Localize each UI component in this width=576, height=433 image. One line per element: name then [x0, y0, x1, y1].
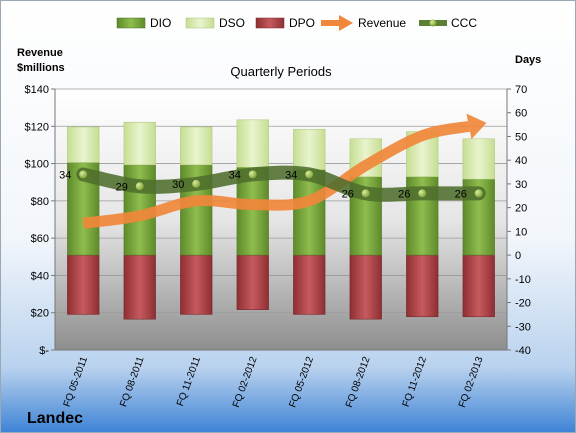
right-tick-label: 50: [515, 131, 527, 143]
legend-item-ccc: CCC: [419, 16, 477, 30]
ccc-point: [134, 181, 145, 192]
ccc-point: [247, 169, 258, 180]
right-tick-label: 30: [515, 179, 527, 191]
left-axis-title-line2: $millions: [17, 62, 65, 74]
right-tick-label: 60: [515, 108, 527, 120]
ccc-data-label: 30: [172, 179, 184, 191]
left-tick-label: $120: [25, 121, 49, 133]
arrow-icon: [339, 15, 353, 31]
legend-item-dso: DSO: [185, 16, 245, 30]
legend-label-revenue: Revenue: [358, 16, 406, 30]
right-tick-label: 40: [515, 155, 527, 167]
bar-dpo: [123, 254, 156, 320]
ccc-data-label: 26: [398, 188, 410, 200]
legend-marker-ccc: [429, 19, 437, 27]
bar-dpo: [293, 254, 326, 315]
legend-item-revenue: Revenue: [321, 15, 406, 31]
legend-label-ccc: CCC: [451, 16, 477, 30]
ccc-point: [304, 169, 315, 180]
legend-item-dpo: DPO: [255, 16, 315, 30]
ccc-data-label: 34: [59, 169, 71, 181]
ccc-point: [417, 188, 428, 199]
bar-dso: [180, 126, 213, 166]
legend-swatch-dso: [185, 17, 215, 29]
company-label: Landec: [27, 410, 83, 427]
legend-swatch-dpo: [255, 17, 285, 29]
right-tick-label: -30: [515, 321, 531, 333]
right-tick-label: 0: [515, 250, 521, 262]
right-tick-label: 70: [515, 84, 527, 96]
legend-label-dpo: DPO: [289, 16, 315, 30]
bar-dpo: [406, 254, 439, 318]
bar-dpo: [462, 254, 495, 318]
chart-title: Quarterly Periods: [230, 64, 332, 79]
right-axis-title: Days: [515, 54, 541, 66]
revenue-line: [82, 120, 471, 229]
ccc-data-label: 34: [229, 169, 241, 181]
bar-dpo: [67, 254, 100, 315]
revenue-arrowhead: [466, 113, 487, 140]
left-tick-label: $-: [39, 345, 49, 357]
ccc-point: [191, 179, 202, 189]
bar-dpo: [349, 254, 382, 320]
legend: DIO DSO DPO Revenue CCC: [116, 15, 477, 31]
bar-dso: [67, 126, 100, 163]
legend-label-dio: DIO: [150, 16, 171, 30]
bar-dso: [236, 119, 269, 168]
lines: 34 29 30 34 34 26 26 26: [59, 113, 487, 229]
ccc-data-label: 26: [342, 188, 354, 200]
bar-dso: [462, 138, 495, 180]
left-tick-label: $60: [31, 233, 49, 245]
right-tick-label: -10: [515, 274, 531, 286]
left-tick-label: $140: [25, 84, 49, 96]
left-tick-label: $40: [31, 270, 49, 282]
left-tick-label: $20: [31, 308, 49, 320]
left-axis-title-line1: Revenue: [17, 47, 63, 59]
ccc-data-label: 26: [455, 188, 467, 200]
ccc-data-label: 29: [116, 181, 128, 193]
right-tick-label: 10: [515, 226, 527, 238]
ccc-point: [78, 169, 89, 180]
legend-label-dso: DSO: [219, 16, 245, 30]
bar-dpo: [236, 254, 269, 310]
bar-dpo: [180, 254, 213, 315]
ccc-point: [360, 188, 371, 199]
right-tick-label: 20: [515, 203, 527, 215]
ccc-data-label: 34: [285, 169, 297, 181]
right-tick-label: -20: [515, 298, 531, 310]
legend-item-dio: DIO: [116, 16, 171, 30]
bar-dso: [293, 129, 326, 170]
right-tick-label: -40: [515, 345, 531, 357]
bar-dso: [123, 121, 156, 166]
ccc-point: [473, 188, 484, 199]
left-tick-label: $80: [31, 196, 49, 208]
legend-swatch-dio: [116, 17, 146, 29]
left-tick-label: $100: [25, 159, 49, 171]
